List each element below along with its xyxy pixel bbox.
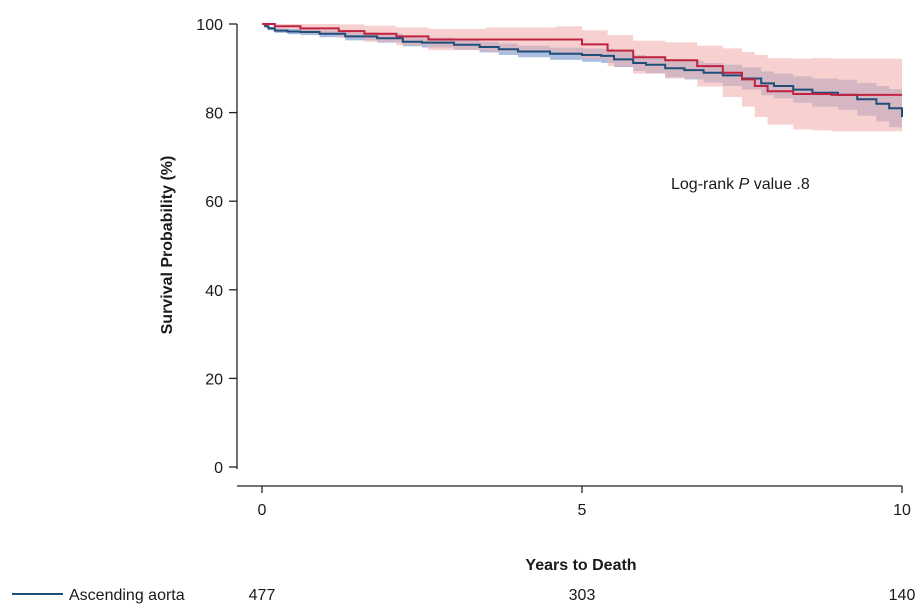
annotation-p: P xyxy=(739,176,750,193)
x-axis-title: Years to Death xyxy=(525,557,636,574)
survival-curves xyxy=(262,23,903,117)
y-tick-label: 40 xyxy=(205,283,223,300)
y-tick-label: 20 xyxy=(205,371,223,388)
x-tick-label: 5 xyxy=(578,502,587,519)
axes: 0 20 40 60 80 100 0 5 10 xyxy=(196,17,911,519)
survival-curve-ascending-aorta xyxy=(262,23,903,117)
confidence-band-hemi-arch xyxy=(262,24,902,132)
y-axis-title: Survival Probability (%) xyxy=(159,156,176,335)
y-tick-label: 60 xyxy=(205,194,223,211)
annotation-prefix: Log-rank xyxy=(671,176,739,193)
at-risk-count-ascending-aorta: 477 xyxy=(249,587,276,604)
x-tick-label: 0 xyxy=(258,502,267,519)
y-tick-label: 100 xyxy=(196,17,223,34)
legend-label-ascending-aorta: Ascending aorta xyxy=(69,587,185,604)
annotation-suffix: value .8 xyxy=(749,176,810,193)
survival-curve-hemi-arch xyxy=(262,23,902,96)
confidence-bands xyxy=(262,24,902,137)
log-rank-annotation: Log-rank P value .8 xyxy=(671,176,810,193)
y-tick-label: 80 xyxy=(205,106,223,123)
x-tick-label: 10 xyxy=(893,502,911,519)
numbers-at-risk-table: Ascending aorta477303140Hemi-arch2251083… xyxy=(12,587,916,604)
at-risk-count-ascending-aorta: 140 xyxy=(889,587,916,604)
y-tick-label: 0 xyxy=(214,460,223,477)
at-risk-count-ascending-aorta: 303 xyxy=(569,587,596,604)
